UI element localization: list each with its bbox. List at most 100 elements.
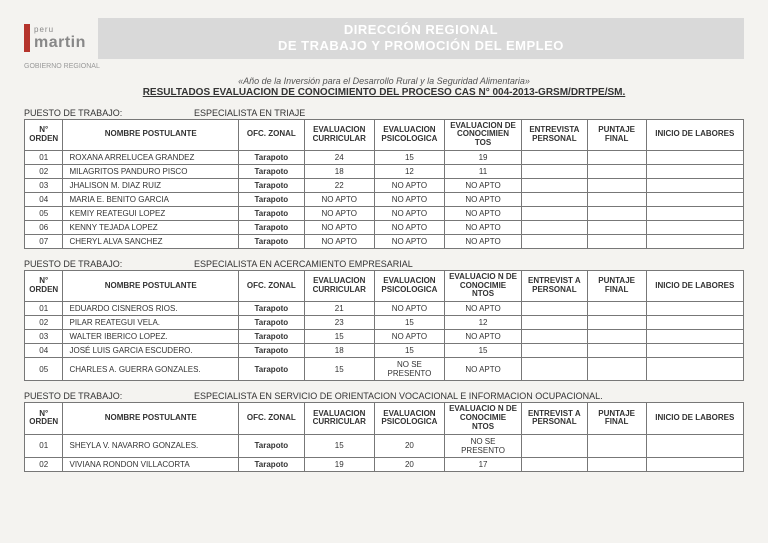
- cell-entrevista: [522, 330, 588, 344]
- table-row: 01ROXANA ARRELUCEA GRANDEZTarapoto241519: [25, 150, 744, 164]
- cell-zone: Tarapoto: [238, 220, 304, 234]
- table-row: 01SHEYLA V. NAVARRO GONZALES.Tarapoto152…: [25, 434, 744, 457]
- banner-title: DIRECCIÓN REGIONAL DE TRABAJO Y PROMOCIÓ…: [98, 18, 744, 59]
- col-puntaje: PUNTAJE FINAL: [587, 270, 646, 301]
- cell-curricular: 24: [304, 150, 374, 164]
- cell-curricular: 21: [304, 302, 374, 316]
- cell-psicologica: NO APTO: [374, 234, 444, 248]
- cell-entrevista: [522, 434, 588, 457]
- cell-puntaje: [587, 344, 646, 358]
- cell-curricular: 15: [304, 330, 374, 344]
- cell-zone: Tarapoto: [238, 316, 304, 330]
- cell-psicologica: NO APTO: [374, 206, 444, 220]
- cell-inicio: [646, 192, 743, 206]
- cell-inicio: [646, 234, 743, 248]
- cell-entrevista: [522, 192, 588, 206]
- cell-entrevista: [522, 358, 588, 381]
- table-row: 05CHARLES A. GUERRA GONZALES.Tarapoto15N…: [25, 358, 744, 381]
- cell-entrevista: [522, 457, 588, 471]
- cell-orden: 07: [25, 234, 63, 248]
- cell-puntaje: [587, 220, 646, 234]
- cell-puntaje: [587, 178, 646, 192]
- col-orden: N° ORDEN: [25, 403, 63, 434]
- cell-inicio: [646, 344, 743, 358]
- cell-inicio: [646, 330, 743, 344]
- job-section: PUESTO DE TRABAJO:ESPECIALISTA EN ACERCA…: [24, 259, 744, 381]
- cell-inicio: [646, 206, 743, 220]
- table-row: 04JOSÉ LUIS GARCIA ESCUDERO.Tarapoto1815…: [25, 344, 744, 358]
- cell-psicologica: 15: [374, 344, 444, 358]
- col-orden: N° ORDEN: [25, 119, 63, 150]
- cell-curricular: 23: [304, 316, 374, 330]
- col-inicio: INICIO DE LABORES: [646, 403, 743, 434]
- col-curricular: EVALUACION CURRICULAR: [304, 270, 374, 301]
- col-conocimientos: EVALUACIO N DE CONOCIMIE NTOS: [445, 403, 522, 434]
- cell-zone: Tarapoto: [238, 234, 304, 248]
- cell-inicio: [646, 220, 743, 234]
- section-label: PUESTO DE TRABAJO:: [24, 391, 194, 401]
- table-row: 06KENNY TEJADA LOPEZTarapotoNO APTONO AP…: [25, 220, 744, 234]
- cell-orden: 02: [25, 316, 63, 330]
- col-conocimientos: EVALUACION DE CONOCIMIEN TOS: [445, 119, 522, 150]
- cell-orden: 02: [25, 164, 63, 178]
- cell-nombre: EDUARDO CISNEROS RIOS.: [63, 302, 239, 316]
- cell-psicologica: NO APTO: [374, 220, 444, 234]
- cell-puntaje: [587, 206, 646, 220]
- cell-curricular: NO APTO: [304, 220, 374, 234]
- table-row: 02VIVIANA RONDON VILLACORTATarapoto19201…: [25, 457, 744, 471]
- cell-zone: Tarapoto: [238, 434, 304, 457]
- cell-nombre: SHEYLA V. NAVARRO GONZALES.: [63, 434, 239, 457]
- cell-zone: Tarapoto: [238, 192, 304, 206]
- cell-conocimientos: 11: [445, 164, 522, 178]
- cell-zone: Tarapoto: [238, 178, 304, 192]
- cell-nombre: CHARLES A. GUERRA GONZALES.: [63, 358, 239, 381]
- table-row: 02MILAGRITOS PANDURO PISCOTarapoto181211: [25, 164, 744, 178]
- table-row: 04MARIA E. BENITO GARCIATarapotoNO APTON…: [25, 192, 744, 206]
- col-curricular: EVALUACION CURRICULAR: [304, 403, 374, 434]
- cell-nombre: JOSÉ LUIS GARCIA ESCUDERO.: [63, 344, 239, 358]
- cell-nombre: CHERYL ALVA SANCHEZ: [63, 234, 239, 248]
- col-nombre: NOMBRE POSTULANTE: [63, 270, 239, 301]
- job-section: PUESTO DE TRABAJO:ESPECIALISTA EN TRIAJE…: [24, 108, 744, 249]
- cell-inicio: [646, 178, 743, 192]
- col-inicio: INICIO DE LABORES: [646, 119, 743, 150]
- col-entrevista: ENTREVISTA PERSONAL: [522, 119, 588, 150]
- cell-puntaje: [587, 457, 646, 471]
- cell-curricular: 22: [304, 178, 374, 192]
- cell-puntaje: [587, 434, 646, 457]
- cell-entrevista: [522, 178, 588, 192]
- cell-curricular: 15: [304, 358, 374, 381]
- cell-inicio: [646, 150, 743, 164]
- cell-nombre: WALTER IBERICO LOPEZ.: [63, 330, 239, 344]
- banner-line1: DIRECCIÓN REGIONAL: [106, 22, 736, 38]
- col-inicio: INICIO DE LABORES: [646, 270, 743, 301]
- cell-puntaje: [587, 358, 646, 381]
- cell-zone: Tarapoto: [238, 302, 304, 316]
- table-row: 03WALTER IBERICO LOPEZ.Tarapoto15NO APTO…: [25, 330, 744, 344]
- col-orden: N° ORDEN: [25, 270, 63, 301]
- logo-sub: GOBIERNO REGIONAL: [24, 63, 744, 70]
- col-psicologica: EVALUACION PSICOLOGICA: [374, 403, 444, 434]
- section-title: ESPECIALISTA EN TRIAJE: [194, 108, 305, 118]
- cell-puntaje: [587, 234, 646, 248]
- col-curricular: EVALUACION CURRICULAR: [304, 119, 374, 150]
- section-title: ESPECIALISTA EN SERVICIO DE ORIENTACION …: [194, 391, 603, 401]
- cell-zone: Tarapoto: [238, 164, 304, 178]
- results-line: RESULTADOS EVALUACION DE CONOCIMIENTO DE…: [24, 87, 744, 98]
- cell-psicologica: 20: [374, 457, 444, 471]
- cell-conocimientos: 19: [445, 150, 522, 164]
- cell-puntaje: [587, 316, 646, 330]
- section-header: PUESTO DE TRABAJO:ESPECIALISTA EN TRIAJE: [24, 108, 744, 118]
- cell-curricular: NO APTO: [304, 192, 374, 206]
- cell-nombre: MARIA E. BENITO GARCIA: [63, 192, 239, 206]
- cell-entrevista: [522, 206, 588, 220]
- cell-conocimientos: 12: [445, 316, 522, 330]
- cell-entrevista: [522, 150, 588, 164]
- col-entrevista: ENTREVIST A PERSONAL: [522, 403, 588, 434]
- logo-big: martin: [34, 34, 86, 52]
- cell-inicio: [646, 302, 743, 316]
- cell-zone: Tarapoto: [238, 206, 304, 220]
- section-header: PUESTO DE TRABAJO:ESPECIALISTA EN ACERCA…: [24, 259, 744, 269]
- cell-entrevista: [522, 220, 588, 234]
- logo-small: peru: [34, 25, 86, 34]
